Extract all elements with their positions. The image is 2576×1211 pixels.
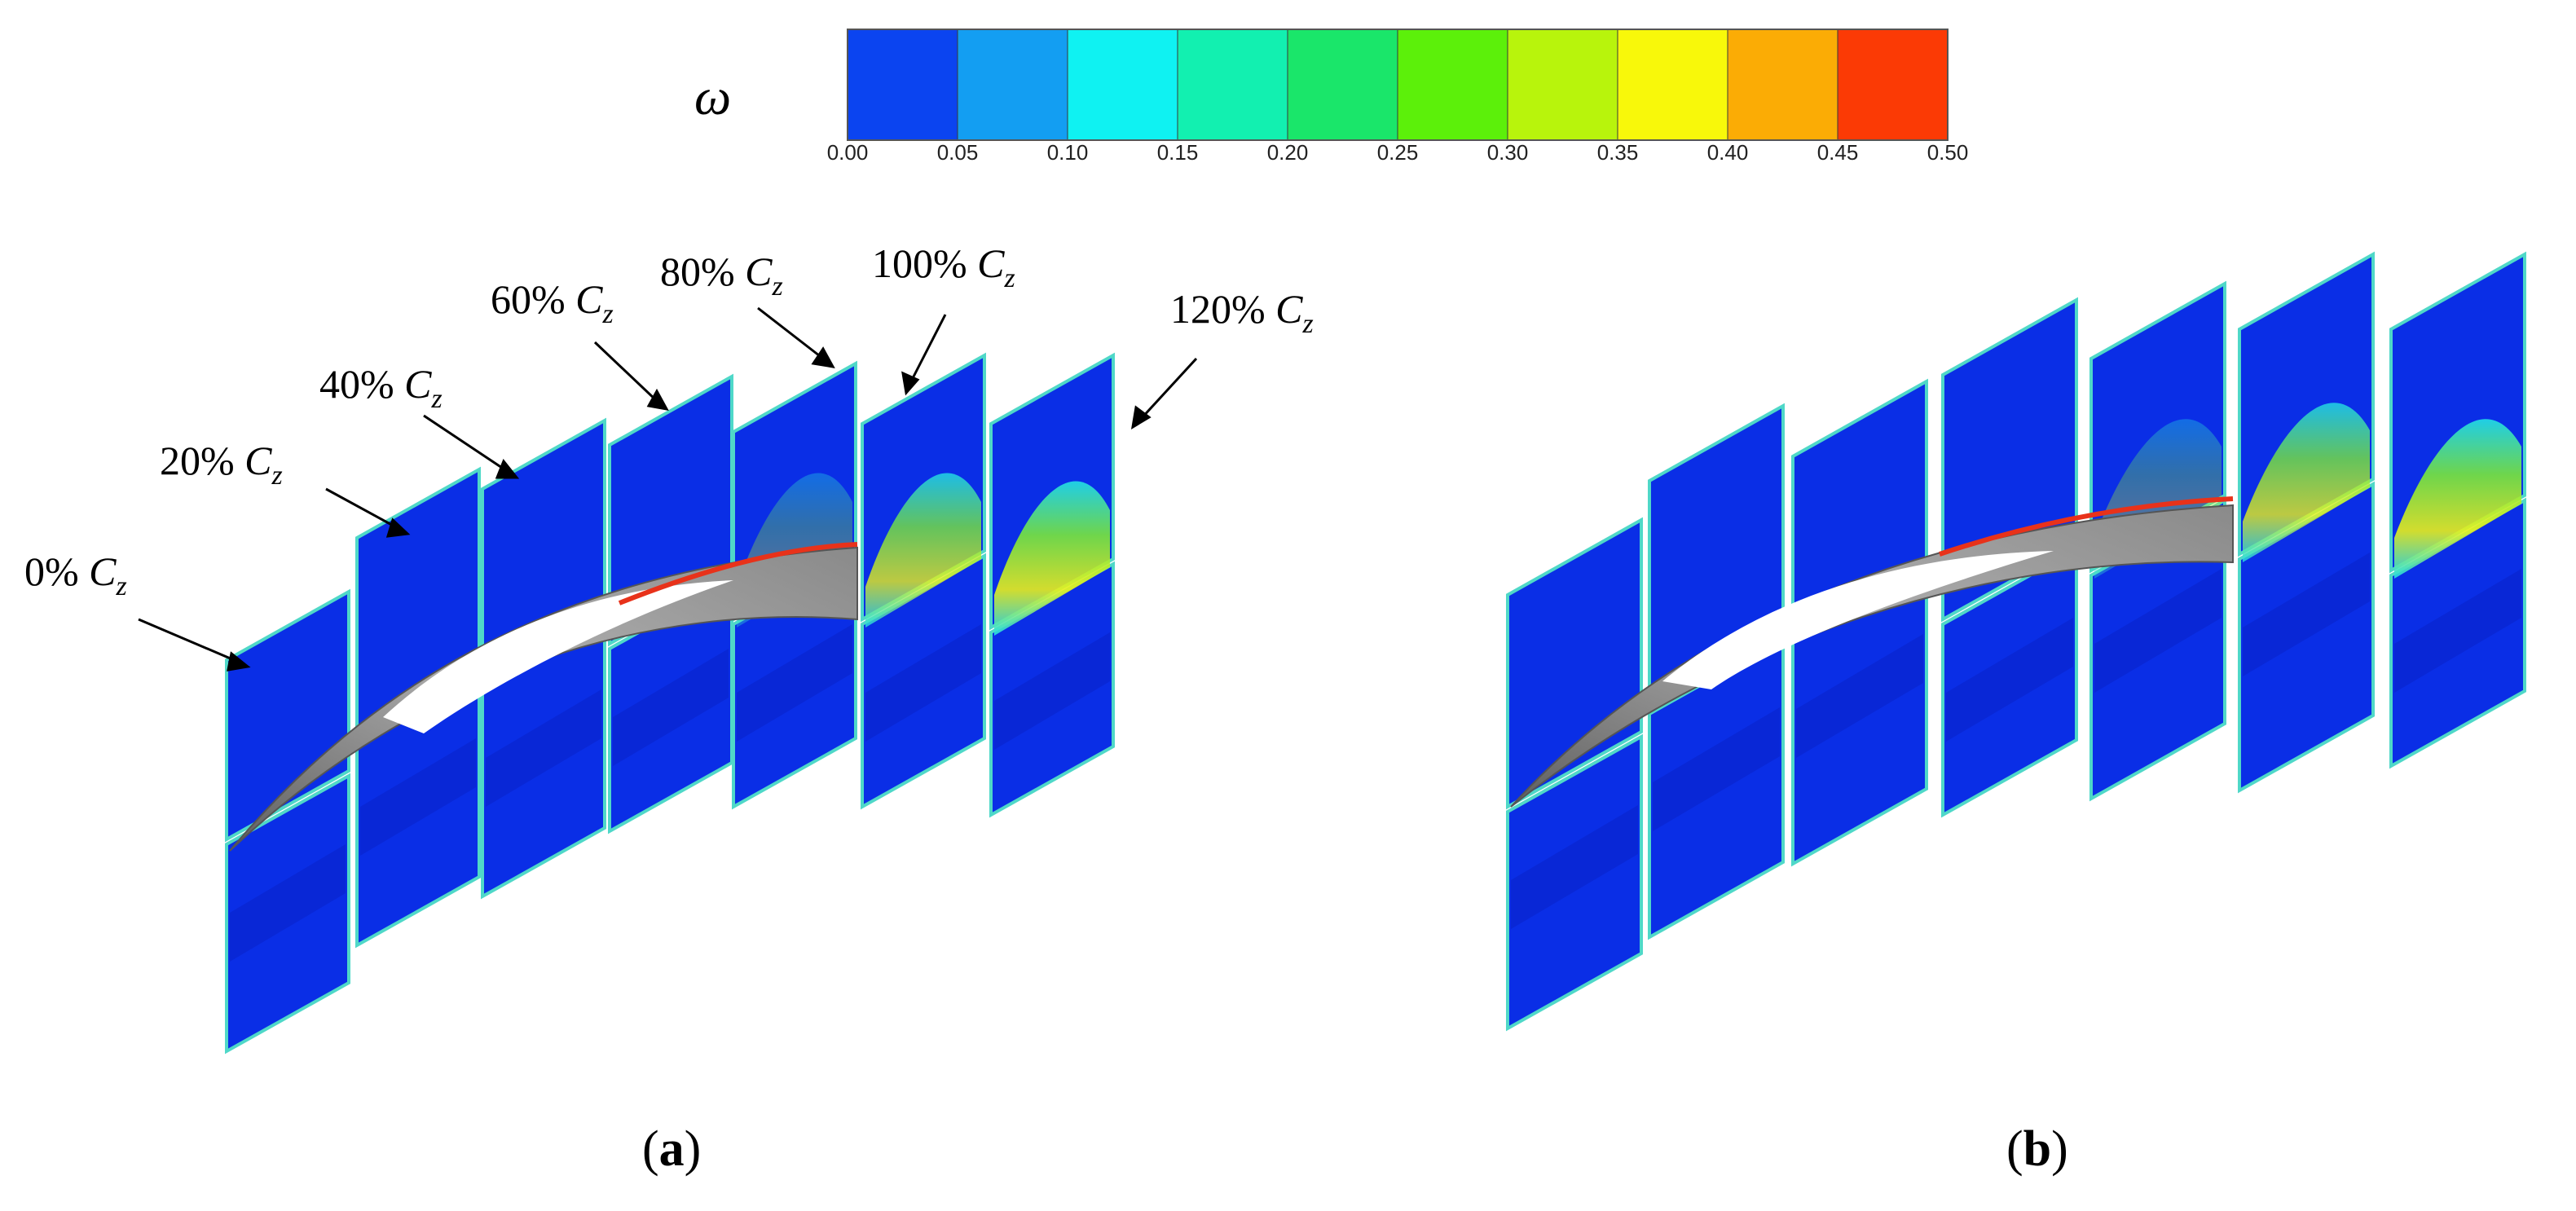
section-shade bbox=[1653, 707, 1780, 831]
colorbar-cell bbox=[1508, 29, 1618, 140]
arrow-80 bbox=[757, 306, 824, 360]
section-shade bbox=[2243, 553, 2370, 676]
arrowhead-0 bbox=[227, 651, 251, 672]
blade-passage bbox=[1662, 551, 2054, 689]
colorbar: ω 0.00 0.05 0.10 0.15 0.20 0.25 0.30 0.35 0.40 0.… bbox=[694, 29, 1968, 165]
section-shade bbox=[2394, 569, 2521, 693]
arrow-100 bbox=[909, 314, 947, 382]
colorbar-frame bbox=[847, 29, 1949, 141]
colorbar-cell bbox=[1618, 29, 1728, 140]
wake-region bbox=[2394, 419, 2521, 579]
panel-b-diagram bbox=[1506, 251, 2526, 1032]
section-shade bbox=[360, 738, 476, 856]
suction-side-hot-line bbox=[618, 542, 858, 606]
colorbar-tick-label: 0.45 bbox=[1817, 140, 1859, 165]
arrow-120 bbox=[1139, 357, 1198, 421]
section-label-80: 80% Cz bbox=[660, 249, 783, 302]
wake-region bbox=[865, 473, 981, 628]
colorbar-tick-label: 0.40 bbox=[1707, 140, 1749, 165]
wake-region bbox=[994, 481, 1110, 636]
arrowhead-120 bbox=[1130, 405, 1151, 429]
panel-label-b: (b) bbox=[2006, 1121, 2068, 1177]
arrow-40 bbox=[423, 414, 508, 473]
section-shade bbox=[613, 649, 729, 766]
colorbar-tick-label: 0.50 bbox=[1927, 140, 1969, 165]
colorbar-tick-label: 0.25 bbox=[1377, 140, 1419, 165]
section-shade bbox=[230, 844, 346, 962]
arrow-0 bbox=[138, 618, 239, 663]
arrowhead-60 bbox=[646, 388, 669, 412]
colorbar-tick-label: 0.00 bbox=[827, 140, 869, 165]
colorbar-cell bbox=[1068, 29, 1178, 140]
section-label-100: 100% Cz bbox=[872, 240, 1015, 293]
colorbar-tick-label: 0.15 bbox=[1157, 140, 1199, 165]
colorbar-cell bbox=[848, 29, 958, 140]
section-shade bbox=[1796, 634, 1923, 758]
section-shade bbox=[865, 624, 981, 742]
section-shade bbox=[1946, 618, 2073, 742]
arrowhead-100 bbox=[901, 371, 920, 396]
section-labels: 0% Cz 20% Cz 40% Cz 60% Cz 80% Cz 100% C… bbox=[24, 240, 1314, 601]
colorbar-ticks: 0.00 0.05 0.10 0.15 0.20 0.25 0.30 0.35 0.40 0.45… bbox=[827, 140, 1969, 165]
section-label-0: 0% Cz bbox=[24, 548, 127, 601]
arrow-20 bbox=[325, 487, 399, 530]
colorbar-cells bbox=[848, 29, 1949, 140]
section-label-40: 40% Cz bbox=[319, 361, 443, 414]
colorbar-cell bbox=[1288, 29, 1398, 140]
wake-region bbox=[2243, 403, 2370, 562]
colorbar-symbol: ω bbox=[694, 68, 731, 126]
colorbar-tick-label: 0.30 bbox=[1487, 140, 1529, 165]
panel-a-diagram bbox=[225, 352, 1115, 1055]
section-label-20: 20% Cz bbox=[160, 438, 283, 491]
section-shade bbox=[2094, 569, 2222, 693]
colorbar-cell bbox=[1728, 29, 1838, 140]
section-shade bbox=[486, 689, 601, 807]
arrowhead-20 bbox=[385, 517, 411, 538]
arrowhead-40 bbox=[495, 459, 520, 479]
section-arrows bbox=[138, 306, 1198, 672]
colorbar-tick-label: 0.20 bbox=[1267, 140, 1309, 165]
colorbar-cell bbox=[958, 29, 1068, 140]
arrowhead-80 bbox=[811, 346, 835, 368]
colorbar-cell bbox=[1838, 29, 1949, 140]
blade-passage bbox=[383, 580, 733, 733]
section-label-120: 120% Cz bbox=[1170, 286, 1314, 339]
panel-label-a: (a) bbox=[642, 1121, 701, 1177]
section-shade bbox=[737, 624, 852, 742]
section-label-60: 60% Cz bbox=[491, 276, 614, 329]
colorbar-cell bbox=[1178, 29, 1288, 140]
section-shade bbox=[994, 632, 1110, 750]
colorbar-tick-label: 0.10 bbox=[1047, 140, 1089, 165]
colorbar-cell bbox=[1398, 29, 1508, 140]
suction-side-hot-line bbox=[1939, 496, 2234, 557]
arrow-60 bbox=[593, 341, 658, 403]
colorbar-tick-label: 0.05 bbox=[937, 140, 979, 165]
section-shade bbox=[1511, 805, 1638, 929]
colorbar-tick-label: 0.35 bbox=[1597, 140, 1639, 165]
